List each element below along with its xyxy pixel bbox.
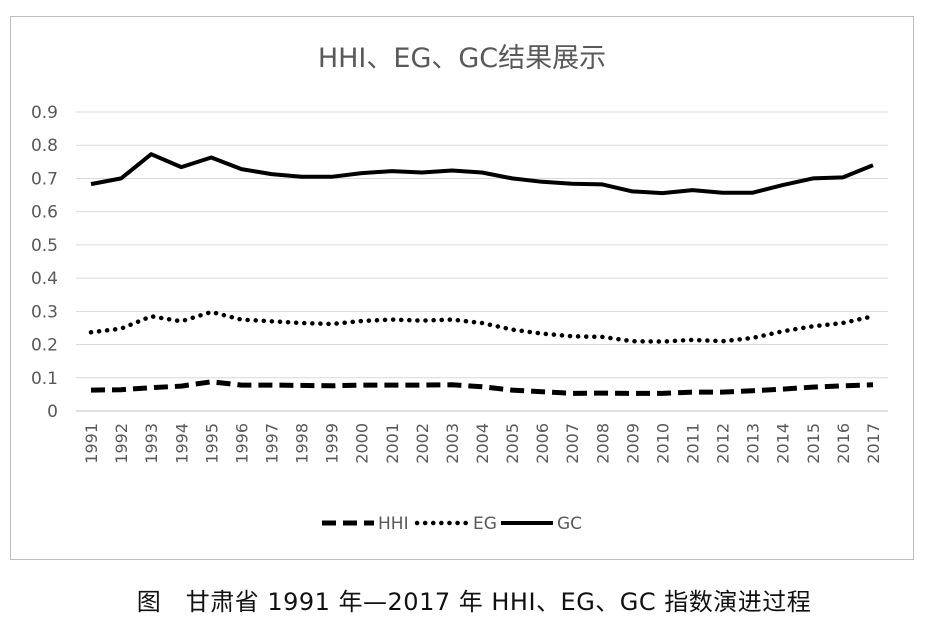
x-tick-label: 2008 [593,423,612,464]
x-tick-label: 2017 [864,423,883,464]
x-tick-label: 2003 [443,423,462,464]
x-tick-label: 1995 [202,423,221,464]
x-tick-label: 2010 [653,423,672,464]
y-tick-label: 0.2 [31,336,58,356]
x-tick-label: 1999 [323,423,342,464]
chart-title: HHI、EG、GC结果展示 [318,43,606,74]
x-tick-label: 2002 [413,423,432,464]
x-tick-label: 2016 [834,423,853,464]
series-line-eg [88,309,876,344]
x-tick-label: 2011 [684,423,703,464]
y-axis-ticks: 0 0.1 0.2 0.3 0.4 0.5 0.6 0.7 0.8 0.9 [31,103,58,422]
x-tick-label: 2006 [533,423,552,464]
legend-label-eg: EG [473,514,497,534]
x-tick-label: 2009 [623,423,642,464]
y-tick-label: 0 [47,402,58,422]
y-tick-label: 0.3 [31,302,58,322]
x-tick-label: 1991 [82,423,101,464]
x-tick-label: 1992 [112,423,131,464]
y-tick-label: 0.8 [31,136,58,156]
series-line-hhi [90,379,874,396]
x-tick-label: 2012 [714,423,733,464]
chart-frame [10,16,914,560]
figure-caption: 图 甘肃省 1991 年—2017 年 HHI、EG、GC 指数演进过程 [136,588,812,616]
y-tick-label: 0.4 [31,269,58,289]
y-tick-label: 0.1 [31,369,58,389]
series-line-gc [90,152,874,196]
x-tick-label: 1994 [172,423,191,464]
y-tick-label: 0.6 [31,203,58,223]
x-tick-label: 2007 [563,423,582,464]
gridlines [76,111,888,412]
x-tick-label: 2014 [774,423,793,464]
x-tick-label: 1996 [232,423,251,464]
line-chart: HHI、EG、GC结果展示 00.10.20.30.40.50.60.70.80… [31,43,888,534]
x-axis-ticks: 1991 1992 1993 1994 1995 1996 1997 1998 1999 2000… [82,423,883,464]
x-tick-label: 1993 [142,423,161,464]
x-tick-label: 2001 [383,423,402,464]
y-tick-label: 0.7 [31,169,58,189]
y-tick-label: 0.9 [31,103,58,123]
x-tick-label: 2000 [353,423,372,464]
x-tick-label: 2004 [473,423,492,464]
x-tick-label: 2013 [744,423,763,464]
legend-label-gc: GC [557,514,582,534]
x-tick-label: 1997 [262,423,281,464]
x-tick-label: 2005 [503,423,522,464]
series-lines [88,152,876,396]
legend: HHI EG GC [322,514,582,534]
legend-label-hhi: HHI [378,514,409,534]
x-tick-label: 2015 [804,423,823,464]
x-tick-label: 1998 [293,423,312,464]
y-tick-label: 0.5 [31,236,58,256]
